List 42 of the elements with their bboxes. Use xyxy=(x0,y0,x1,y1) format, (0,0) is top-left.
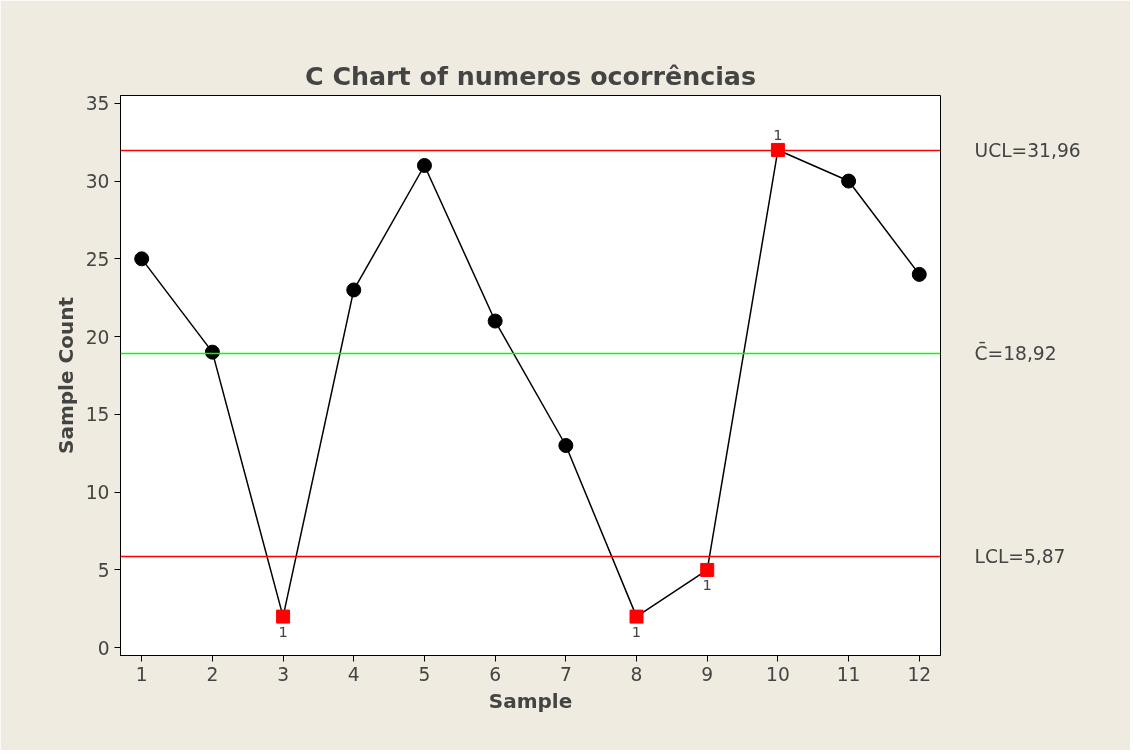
x-tick-label: 10 xyxy=(766,663,790,685)
x-tick-label: 3 xyxy=(277,663,290,685)
ref-line-label: LCL=5,87 xyxy=(974,545,1066,567)
point xyxy=(276,609,291,624)
point xyxy=(134,251,150,267)
point xyxy=(204,344,220,360)
point xyxy=(841,173,857,189)
y-tick-label: 15 xyxy=(85,404,110,426)
x-tick-label: 12 xyxy=(907,663,932,685)
ref-line-label: C̄=18,92 xyxy=(974,340,1057,364)
x-tick-label: 11 xyxy=(836,663,861,685)
y-tick-label: 20 xyxy=(85,326,110,348)
y-axis-title: Sample Count xyxy=(53,296,78,454)
x-tick-label: 8 xyxy=(630,663,643,685)
point xyxy=(558,438,574,453)
y-tick-label: 5 xyxy=(97,559,110,581)
annotation: 1 xyxy=(278,622,288,640)
y-tick-label: 25 xyxy=(85,248,110,270)
y-tick-label: 30 xyxy=(85,171,110,193)
point xyxy=(700,562,715,577)
point xyxy=(770,142,785,157)
x-tick-label: 5 xyxy=(418,663,431,685)
x-tick-label: 6 xyxy=(489,663,502,685)
y-tick-label: 10 xyxy=(85,482,110,504)
x-tick-label: 2 xyxy=(206,663,219,685)
annotation: 1 xyxy=(773,125,783,143)
x-tick-label: 9 xyxy=(701,663,714,685)
annotation: 1 xyxy=(702,575,712,593)
chart-title: C Chart of numeros ocorrências xyxy=(304,60,757,91)
point xyxy=(416,158,432,173)
ref-line-label: UCL=31,96 xyxy=(974,140,1081,162)
point xyxy=(487,313,503,329)
point xyxy=(911,266,927,282)
x-tick-label: 7 xyxy=(559,663,572,685)
point xyxy=(346,282,362,298)
y-tick-label: 0 xyxy=(97,637,110,659)
x-tick-label: 4 xyxy=(347,663,360,685)
y-tick-label: 35 xyxy=(85,93,110,115)
x-tick-label: 1 xyxy=(135,663,148,685)
annotation: 1 xyxy=(631,622,642,640)
point xyxy=(629,609,644,624)
x-axis-title: Sample xyxy=(488,688,573,713)
